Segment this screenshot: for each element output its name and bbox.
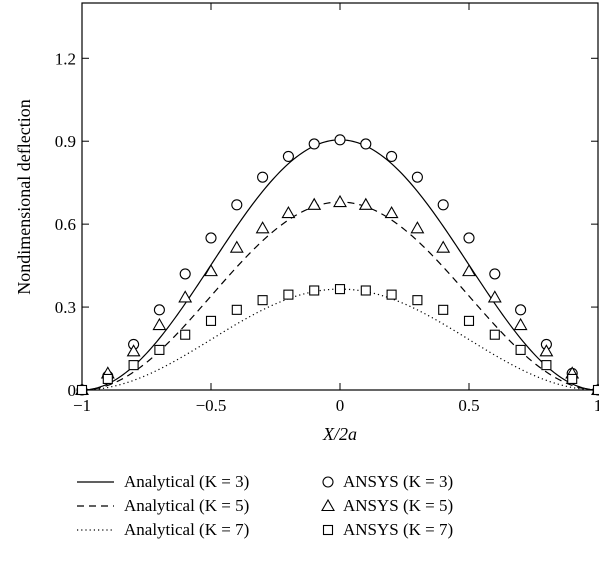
- ansys-square-point: [438, 304, 449, 315]
- ansys-circle-point: [334, 134, 346, 146]
- x-tick-label: 0.5: [458, 396, 479, 415]
- ansys-triangle-point: [358, 197, 373, 210]
- legend-marker-sample: [322, 524, 334, 536]
- ansys-circle-point: [257, 171, 269, 183]
- ansys-square-point: [102, 373, 113, 384]
- ansys-square-point: [180, 329, 191, 340]
- ansys-circle-point: [489, 268, 501, 280]
- analytical-curve: [81, 201, 599, 391]
- ansys-triangle-point: [487, 290, 502, 303]
- ansys-square-point: [154, 344, 165, 355]
- y-tick-label: 1.2: [55, 49, 76, 68]
- ansys-square-point: [334, 284, 346, 295]
- ansys-triangle-point: [229, 240, 244, 253]
- ansys-circle-point: [411, 171, 423, 183]
- legend-label: ANSYS (K = 5): [343, 496, 453, 515]
- y-tick-label: 0: [68, 381, 77, 400]
- ansys-triangle-point: [152, 317, 167, 331]
- ansys-square-point: [360, 285, 371, 296]
- ansys-square-point: [515, 344, 526, 355]
- ansys-triangle-point: [126, 344, 141, 357]
- legend-marker-sample: [321, 498, 335, 512]
- ansys-triangle-point: [281, 205, 296, 219]
- ansys-square-point: [257, 295, 268, 306]
- y-tick-label: 0.9: [55, 132, 76, 151]
- x-axis-label: X/2a: [322, 424, 357, 444]
- ansys-square-point: [386, 289, 397, 300]
- legend-label: Analytical (K = 3): [124, 472, 249, 491]
- ansys-circle-point: [386, 150, 398, 162]
- ansys-circle-point: [231, 199, 243, 211]
- ansys-triangle-point: [178, 290, 193, 303]
- ansys-square-point: [463, 315, 475, 326]
- y-axis-label: Nondimensional deflection: [14, 99, 34, 294]
- x-tick-label: 0: [336, 396, 345, 415]
- ansys-circle-point: [179, 268, 191, 280]
- ansys-circle-point: [153, 304, 165, 316]
- ansys-triangle-point: [204, 264, 218, 277]
- ansys-square-point: [128, 360, 139, 371]
- ansys-square-point: [231, 304, 242, 315]
- ansys-circle-point: [515, 304, 527, 316]
- ansys-triangle-point: [384, 205, 399, 219]
- legend-label: ANSYS (K = 3): [343, 472, 453, 491]
- ansys-triangle-point: [333, 194, 347, 208]
- ansys-markers: [75, 134, 599, 396]
- legend-label: Analytical (K = 7): [124, 520, 249, 539]
- legend: Analytical (K = 3) Analytical (K = 5) Anal…: [77, 472, 453, 539]
- ansys-square-point: [592, 384, 599, 396]
- y-tick-label: 0.3: [55, 298, 76, 317]
- ansys-triangle-point: [410, 221, 425, 234]
- x-tick-label: −0.5: [196, 396, 227, 415]
- ansys-square-point: [205, 315, 217, 326]
- ansys-triangle-point: [255, 221, 270, 234]
- ansys-circle-point: [282, 150, 294, 162]
- ansys-circle-point: [308, 138, 320, 150]
- x-tick-label: 1: [594, 396, 599, 415]
- analytical-curve: [81, 288, 599, 391]
- ansys-square-point: [283, 289, 294, 300]
- ansys-circle-point: [205, 232, 217, 244]
- legend-label: ANSYS (K = 7): [343, 520, 453, 539]
- ansys-square-point: [76, 384, 88, 396]
- ansys-triangle-point: [307, 197, 322, 210]
- legend-label: Analytical (K = 5): [124, 496, 249, 515]
- legend-marker-sample: [322, 476, 334, 488]
- ansys-square-point: [567, 373, 578, 384]
- ansys-square-point: [489, 329, 500, 340]
- ansys-circle-point: [437, 199, 449, 211]
- ansys-circle-point: [463, 232, 475, 244]
- y-tick-label: 0.6: [55, 215, 76, 234]
- ansys-triangle-point: [513, 317, 528, 331]
- ansys-triangle-point: [462, 264, 476, 277]
- ansys-square-point: [412, 295, 423, 306]
- ansys-square-point: [541, 360, 552, 371]
- ansys-triangle-point: [539, 344, 554, 357]
- ansys-triangle-point: [436, 240, 451, 253]
- ansys-square-point: [309, 285, 320, 296]
- x-tick-label: −1: [73, 396, 91, 415]
- tick-labels: −1 −0.5 0 0.5 1 0 0.3 0.6 0.9 1.2: [55, 49, 599, 415]
- ansys-circle-point: [360, 138, 372, 150]
